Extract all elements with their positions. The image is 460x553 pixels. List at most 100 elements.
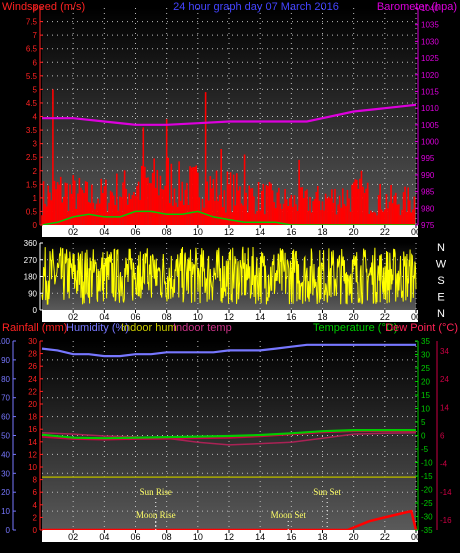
event-label: Moon Set — [271, 510, 307, 520]
x-tick-label: 06 — [130, 532, 140, 542]
compass-label: N — [437, 308, 445, 320]
humidity-tick-label: 100 — [0, 337, 11, 346]
rainfall-tick-label: 28 — [28, 350, 37, 359]
x-tick-label: 14 — [255, 227, 265, 237]
windspeed-tick-label: 6 — [33, 58, 38, 67]
barometer-tick-label: 1015 — [421, 87, 439, 96]
windspeed-tick-label: 4 — [33, 113, 38, 122]
humidity-tick-label: 10 — [1, 507, 10, 516]
humidity-tick-label: 60 — [1, 413, 10, 422]
humidity-tick-label: 90 — [1, 356, 10, 365]
windspeed-tick-label: 8 — [33, 4, 38, 13]
rainfall-tick-label: 12 — [28, 450, 37, 459]
x-tick-label: 10 — [193, 227, 203, 237]
x-tick-label: 16 — [286, 227, 296, 237]
x-tick-label: 18 — [317, 532, 327, 542]
temperature-tick-label: 5 — [421, 418, 426, 427]
temperature-tick-label: 35 — [421, 337, 430, 346]
temperature-tick-label: 0 — [421, 432, 426, 441]
x-tick-label: 02 — [68, 312, 78, 322]
graph-title: 24 hour graph day 07 March 2016 — [173, 1, 339, 13]
humidity-tick-label: 80 — [1, 375, 10, 384]
windspeed-tick-label: 5 — [33, 85, 38, 94]
rainfall-tick-label: 22 — [28, 387, 37, 396]
direction-tick-label: 180 — [24, 273, 38, 282]
humidity-legend: Humidity (%) — [66, 322, 129, 334]
windspeed-tick-label: 4.5 — [26, 99, 38, 108]
rainfall-tick-label: 20 — [28, 400, 37, 409]
indoor-hum-legend: Indoor hum — [121, 322, 177, 334]
x-tick-label: 08 — [162, 227, 172, 237]
windspeed-tick-label: 7.5 — [26, 18, 38, 27]
windspeed-tick-label: 3.5 — [26, 126, 38, 135]
x-tick-label: 22 — [380, 227, 390, 237]
temperature-legend: Temperature (°C) — [313, 322, 397, 334]
event-label: Moon Rise — [136, 510, 176, 520]
windspeed-tick-label: 6.5 — [26, 45, 38, 54]
rainfall-tick-label: 14 — [28, 438, 37, 447]
x-tick-label: 04 — [99, 532, 109, 542]
windspeed-tick-label: 1.5 — [26, 180, 38, 189]
indoor-temp-line — [41, 432, 417, 446]
dew-point-tick-label: -14 — [440, 488, 452, 497]
humidity-tick-label: 40 — [1, 450, 10, 459]
indoor-temp-legend: Indoor temp — [173, 322, 232, 334]
temperature-tick-label: -15 — [421, 472, 433, 481]
rainfall-tick-label: 4 — [33, 501, 38, 510]
humidity-tick-label: 30 — [1, 469, 10, 478]
rainfall-tick-label: 18 — [28, 413, 37, 422]
event-label: Sun Rise — [140, 487, 172, 497]
barometer-tick-label: 990 — [421, 171, 435, 180]
barometer-tick-label: 1010 — [421, 104, 439, 113]
x-tick-label: 20 — [349, 227, 359, 237]
temperature-line — [41, 429, 416, 440]
wind-direction-line — [41, 246, 417, 305]
rainfall-tick-label: 16 — [28, 425, 37, 434]
direction-tick-label: 360 — [24, 239, 38, 248]
compass-label: W — [436, 259, 447, 271]
temperature-tick-label: -30 — [421, 513, 433, 522]
rainfall-tick-label: 10 — [28, 463, 37, 472]
x-tick-label: 00 — [411, 532, 421, 542]
x-tick-label: 16 — [286, 532, 296, 542]
x-tick-label: 14 — [255, 312, 265, 322]
barometer-tick-label: 1040 — [421, 4, 439, 13]
direction-tick-label: 90 — [28, 289, 37, 298]
rainfall-line — [42, 509, 418, 532]
compass-label: N — [437, 242, 445, 254]
rainfall-tick-label: 24 — [28, 375, 37, 384]
temperature-tick-label: 30 — [421, 351, 430, 360]
dew-point-tick-label: 34 — [440, 347, 449, 356]
barometer-tick-label: 1030 — [421, 37, 439, 46]
barometer-tick-label: 1005 — [421, 121, 439, 130]
barometer-tick-label: 1025 — [421, 54, 439, 63]
rainfall-tick-label: 8 — [33, 476, 38, 485]
temperature-tick-label: -20 — [421, 486, 433, 495]
x-tick-label: 14 — [255, 532, 265, 542]
dew-point-legend: Dew Point (°C) — [385, 322, 458, 334]
dew-point-tick-label: 24 — [440, 375, 449, 384]
rainfall-tick-label: 26 — [28, 362, 37, 371]
barometer-tick-label: 1035 — [421, 21, 439, 30]
windspeed-tick-label: 0 — [33, 221, 38, 230]
windspeed-tick-label: 5.5 — [26, 72, 38, 81]
windspeed-tick-label: 3 — [33, 140, 38, 149]
direction-tick-label: 0 — [33, 306, 38, 315]
barometer-tick-label: 1020 — [421, 71, 439, 80]
temperature-tick-label: 20 — [421, 378, 430, 387]
windspeed-tick-label: 2 — [33, 167, 38, 176]
x-tick-label: 02 — [68, 227, 78, 237]
barometer-axis-title: Barometer (hpa) — [377, 1, 457, 13]
x-tick-label: 10 — [193, 532, 203, 542]
windspeed-tick-label: 0.5 — [26, 207, 38, 216]
humidity-line — [41, 343, 416, 358]
x-tick-label: 00 — [411, 227, 421, 237]
x-tick-label: 20 — [349, 532, 359, 542]
x-tick-label: 22 — [380, 532, 390, 542]
direction-tick-label: 270 — [24, 256, 38, 265]
x-tick-label: 18 — [317, 227, 327, 237]
event-label: Sun Set — [313, 487, 341, 497]
windspeed-axis-title: Windspeed (m/s) — [2, 1, 85, 13]
